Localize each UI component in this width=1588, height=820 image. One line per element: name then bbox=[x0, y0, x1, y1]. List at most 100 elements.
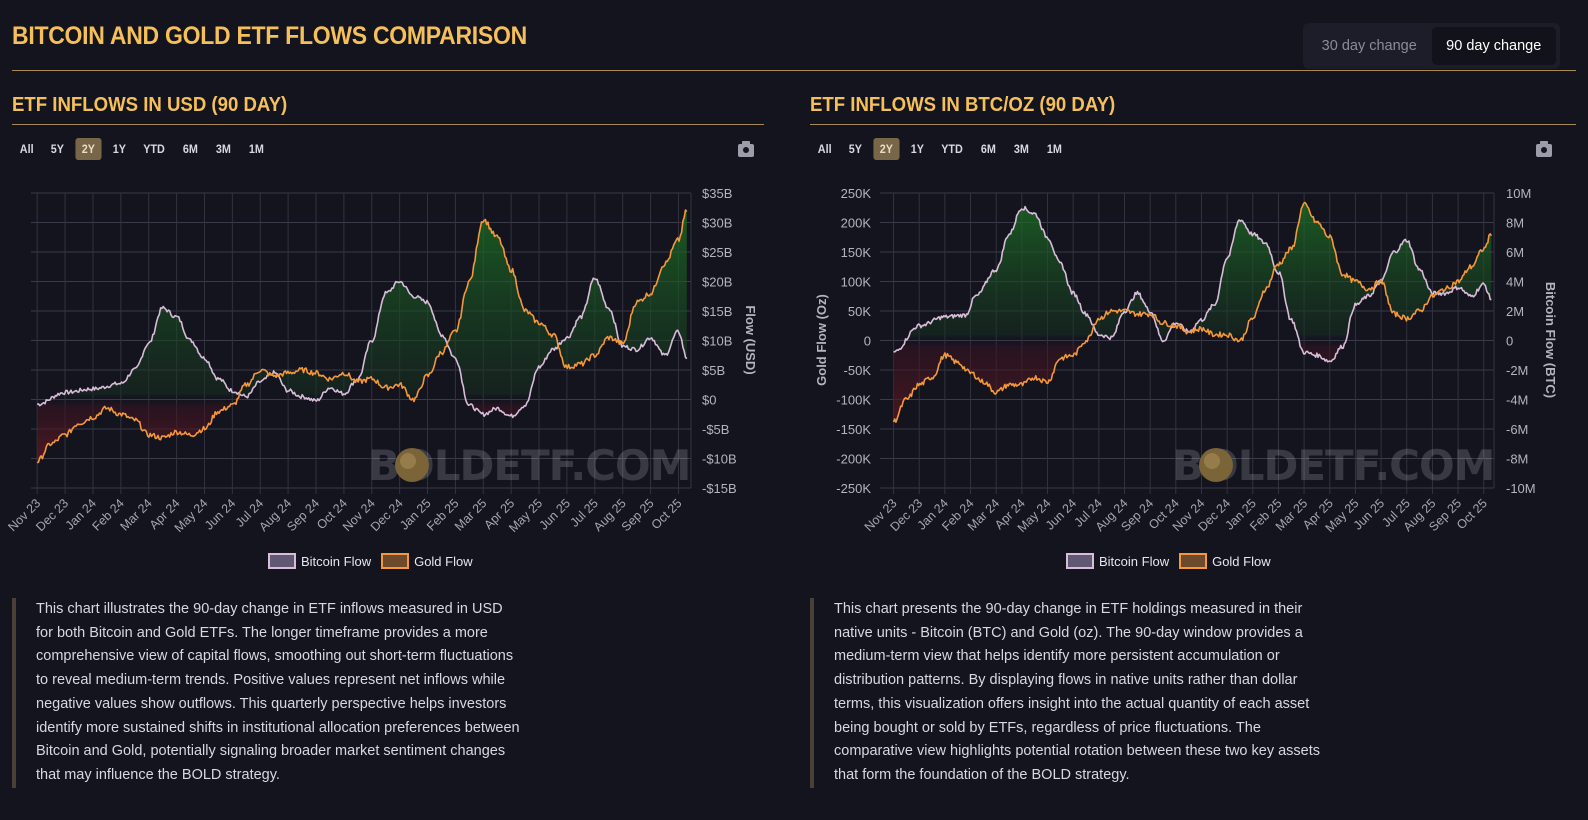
y-tick-label: $5B bbox=[702, 363, 725, 378]
range-selector: All 5Y 2Y 1Y YTD 6M 3M 1M bbox=[810, 138, 1069, 160]
x-tick-label: Jun 25 bbox=[537, 496, 573, 532]
range-button-2y[interactable]: 2Y bbox=[873, 138, 900, 160]
y-tick-label: -10M bbox=[1506, 481, 1536, 496]
y-tick-label: 8M bbox=[1506, 216, 1524, 231]
x-tick-label: Mar 24 bbox=[117, 496, 154, 533]
y-tick-label: 4M bbox=[1506, 275, 1524, 290]
watermark: BOLDETF.COM bbox=[1172, 441, 1495, 490]
gold-flow-line[interactable] bbox=[892, 201, 1493, 423]
bitcoin-swatch bbox=[1066, 553, 1094, 569]
legend-label: Bitcoin Flow bbox=[1099, 553, 1170, 569]
range-button-3m[interactable]: 3M bbox=[1013, 142, 1029, 156]
toggle-90-day[interactable]: 90 day change bbox=[1431, 27, 1556, 65]
y-tick-label: 10M bbox=[1506, 186, 1531, 201]
bitcoin-flow-line[interactable] bbox=[36, 277, 688, 419]
flow-difference-area bbox=[893, 202, 1492, 423]
section-divider bbox=[12, 124, 764, 125]
range-button-all[interactable]: All bbox=[817, 142, 832, 156]
y-tick-label: 200K bbox=[841, 216, 872, 231]
y-tick-label: -2M bbox=[1506, 363, 1528, 378]
chart-description: This chart presents the 90-day change in… bbox=[810, 598, 1330, 788]
y-tick-label: 0 bbox=[864, 334, 871, 349]
toggle-30-day[interactable]: 30 day change bbox=[1321, 38, 1417, 54]
section-title: ETF INFLOWS IN BTC/OZ (90 DAY) bbox=[810, 94, 1116, 116]
y-tick-label: $20B bbox=[702, 275, 732, 290]
y-tick-label: -8M bbox=[1506, 452, 1528, 467]
range-button-all[interactable]: All bbox=[19, 142, 34, 156]
y-tick-label: $30B bbox=[702, 216, 732, 231]
bitcoin-swatch bbox=[268, 553, 296, 569]
gold-flow-line[interactable] bbox=[36, 209, 688, 464]
coin-highlight bbox=[1204, 453, 1220, 469]
y-tick-label: -250K bbox=[836, 481, 871, 496]
y-tick-label: 2M bbox=[1506, 304, 1524, 319]
range-button-1y[interactable]: 1Y bbox=[910, 142, 924, 156]
y-tick-label: -100K bbox=[836, 393, 871, 408]
page-title: BITCOIN AND GOLD ETF FLOWS COMPARISON bbox=[12, 22, 527, 50]
y-tick-label: -$10B bbox=[702, 452, 737, 467]
range-button-6m[interactable]: 6M bbox=[183, 142, 199, 156]
flow-difference-area bbox=[37, 210, 687, 463]
y-tick-label: 6M bbox=[1506, 245, 1524, 260]
camera-icon[interactable] bbox=[1536, 141, 1552, 157]
range-button-ytd[interactable]: YTD bbox=[143, 142, 166, 156]
range-button-1y[interactable]: 1Y bbox=[112, 142, 126, 156]
y-tick-label: $25B bbox=[702, 245, 732, 260]
range-button-1m[interactable]: 1M bbox=[1046, 142, 1062, 156]
legend-label: Gold Flow bbox=[414, 553, 473, 569]
y-axis-title: Flow (USD) bbox=[743, 305, 758, 374]
legend-gold-flow[interactable]: Gold Flow bbox=[381, 553, 473, 569]
y-tick-label: $0 bbox=[702, 393, 716, 408]
gold-swatch bbox=[381, 553, 410, 569]
legend: Bitcoin Flow Gold Flow bbox=[268, 553, 477, 569]
y-axis-title: Gold Flow (Oz) bbox=[814, 294, 829, 386]
y-tick-label: 250K bbox=[841, 186, 872, 201]
change-period-toggle: 30 day change 90 day change bbox=[1303, 23, 1560, 69]
watermark: BOLDETF.COM bbox=[368, 441, 691, 490]
coin-highlight bbox=[400, 453, 416, 469]
range-button-5y[interactable]: 5Y bbox=[849, 142, 863, 156]
y-tick-label: -6M bbox=[1506, 422, 1528, 437]
y-tick-label: -4M bbox=[1506, 393, 1528, 408]
y-tick-label: -150K bbox=[836, 422, 871, 437]
range-button-ytd[interactable]: YTD bbox=[941, 142, 964, 156]
legend-gold-flow[interactable]: Gold Flow bbox=[1179, 553, 1271, 569]
legend-bitcoin-flow[interactable]: Bitcoin Flow bbox=[1066, 553, 1169, 569]
y-tick-label: -200K bbox=[836, 452, 871, 467]
y-tick-label: $10B bbox=[702, 334, 732, 349]
y-tick-label: $15B bbox=[702, 304, 732, 319]
section-divider bbox=[810, 124, 1576, 125]
native-chart-panel: ETF INFLOWS IN BTC/OZ (90 DAY) All 5Y 2Y 1Y… bbox=[810, 88, 1576, 160]
range-button-3m[interactable]: 3M bbox=[215, 142, 231, 156]
y-tick-label: -$15B bbox=[702, 481, 737, 496]
y-tick-label: 100K bbox=[841, 275, 872, 290]
legend-label: Bitcoin Flow bbox=[301, 553, 372, 569]
x-tick-label: Jun 24 bbox=[202, 496, 238, 532]
range-button-6m[interactable]: 6M bbox=[981, 142, 997, 156]
legend-bitcoin-flow[interactable]: Bitcoin Flow bbox=[268, 553, 371, 569]
y-tick-label: 150K bbox=[841, 245, 872, 260]
legend-label: Gold Flow bbox=[1212, 553, 1271, 569]
title-divider bbox=[12, 70, 1576, 71]
y-tick-label: 0 bbox=[1506, 334, 1513, 349]
legend: Bitcoin Flow Gold Flow bbox=[1066, 553, 1275, 569]
section-title: ETF INFLOWS IN USD (90 DAY) bbox=[12, 94, 288, 116]
range-selector: All 5Y 2Y 1Y YTD 6M 3M 1M bbox=[12, 138, 271, 160]
y-axis-title: Bitcoin Flow (BTC) bbox=[1543, 282, 1558, 398]
gold-swatch bbox=[1179, 553, 1208, 569]
camera-icon[interactable] bbox=[738, 141, 754, 157]
range-button-1m[interactable]: 1M bbox=[248, 142, 264, 156]
y-tick-label: -50K bbox=[844, 363, 872, 378]
range-button-5y[interactable]: 5Y bbox=[51, 142, 65, 156]
range-button-2y[interactable]: 2Y bbox=[75, 138, 102, 160]
usd-chart-panel: ETF INFLOWS IN USD (90 DAY) All 5Y 2Y 1Y YTD… bbox=[12, 88, 764, 160]
y-tick-label: -$5B bbox=[702, 422, 729, 437]
chart-description: This chart illustrates the 90-day change… bbox=[12, 598, 522, 788]
y-tick-label: 50K bbox=[848, 304, 871, 319]
x-tick-label: Oct 25 bbox=[649, 496, 685, 532]
x-tick-label: Mar 25 bbox=[452, 496, 489, 533]
y-tick-label: $35B bbox=[702, 186, 732, 201]
